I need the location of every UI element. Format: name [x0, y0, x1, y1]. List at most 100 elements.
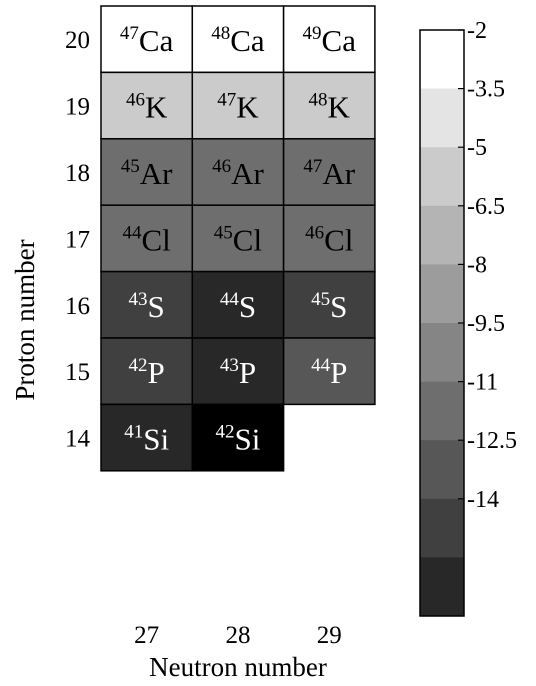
- y-tick-labels: 20 19 18 17 16 15 14: [65, 27, 91, 452]
- element-symbol: K: [145, 90, 168, 125]
- colorbar-swatch: [420, 30, 464, 90]
- y-tick-label: 14: [65, 426, 91, 453]
- mass-number: 45: [311, 289, 330, 310]
- heatmap-cell: [100, 403, 194, 472]
- element-symbol: S: [239, 289, 256, 324]
- cell-nuclide-label: 43S: [129, 289, 165, 324]
- x-tick-label: 29: [317, 622, 342, 649]
- y-tick-label: 18: [65, 160, 90, 187]
- element-symbol: Cl: [233, 222, 262, 257]
- element-symbol: Ca: [139, 23, 174, 58]
- cell-nuclide-label: 44P: [311, 355, 347, 390]
- element-symbol: K: [236, 90, 259, 125]
- element-symbol: Cl: [324, 222, 353, 257]
- cell-nuclide-label: 49Ca: [303, 23, 357, 58]
- colorbar-swatch: [420, 323, 464, 383]
- y-tick-label: 16: [65, 293, 90, 320]
- colorbar-swatch: [420, 440, 464, 500]
- colorbar-tick-label: -12.5: [467, 428, 517, 454]
- cell-nuclide-label: 46K: [126, 90, 168, 125]
- cell-nuclide-label: 43P: [220, 355, 256, 390]
- y-tick-label: 17: [65, 226, 90, 253]
- element-symbol: P: [330, 355, 347, 390]
- colorbar-swatch: [420, 147, 464, 207]
- mass-number: 48: [211, 23, 230, 44]
- element-symbol: Ca: [230, 23, 265, 58]
- heatmap-cell: [191, 138, 285, 206]
- cell-nuclide-label: 46Cl: [305, 222, 353, 257]
- cell-nuclide-label: 45Cl: [214, 222, 262, 257]
- cell-nuclide-label: 44Cl: [123, 222, 171, 257]
- mass-number: 45: [121, 156, 140, 177]
- y-axis-label: Proton number: [10, 239, 40, 400]
- mass-number: 46: [212, 156, 231, 177]
- element-symbol: Ca: [322, 23, 357, 58]
- heatmap-cell: [100, 5, 194, 74]
- cell-nuclide-label: 45Ar: [121, 156, 173, 191]
- colorbar-tick-label: -8: [467, 252, 487, 278]
- mass-number: 48: [309, 90, 328, 111]
- colorbar-tick-label: -2: [467, 18, 487, 44]
- mass-number: 47: [303, 156, 322, 177]
- colorbar-tick-label: -14: [467, 487, 499, 513]
- element-symbol: P: [239, 355, 256, 390]
- colorbar: -2 -3.5 -5 -6.5 -8 -9.5 -11 -12.5 -14: [419, 18, 517, 617]
- heatmap-cell: [191, 270, 285, 339]
- y-tick-label: 20: [65, 27, 90, 54]
- heatmap-cell: [191, 5, 285, 74]
- cell-nuclide-label: 48Ca: [211, 23, 265, 58]
- heatmap-cell: [282, 337, 376, 406]
- x-tick-labels: 27 28 29: [134, 622, 342, 649]
- mass-number: 47: [217, 90, 236, 111]
- colorbar-swatch: [420, 381, 464, 441]
- colorbar-swatch: [420, 557, 464, 617]
- mass-number: 47: [120, 23, 139, 44]
- heatmap-cell: [191, 337, 285, 406]
- cell-nuclide-label: 42Si: [216, 422, 261, 457]
- element-symbol: P: [148, 355, 165, 390]
- element-symbol: K: [328, 90, 351, 125]
- element-symbol: S: [148, 289, 165, 324]
- cell-nuclide-label: 47Ca: [120, 23, 174, 58]
- cell-nuclide-label: 48K: [309, 90, 351, 125]
- y-tick-label: 19: [65, 94, 90, 121]
- colorbar-swatch: [420, 205, 464, 265]
- mass-number: 46: [305, 222, 324, 243]
- mass-number: 45: [214, 222, 233, 243]
- heatmap-cell: [282, 5, 376, 74]
- cell-nuclide-label: 46Ar: [212, 156, 264, 191]
- colorbar-swatch: [420, 498, 464, 558]
- x-axis-label: Neutron number: [149, 652, 327, 682]
- cell-nuclide-label: 42P: [129, 355, 165, 390]
- heatmap-cell: [282, 204, 376, 273]
- mass-number: 49: [303, 23, 322, 44]
- colorbar-tick-label: -9.5: [467, 311, 505, 337]
- cell-nuclide-label: 45S: [311, 289, 347, 324]
- mass-number: 41: [124, 422, 143, 443]
- heatmap-cell: [100, 337, 194, 406]
- cell-nuclide-label: 41Si: [124, 422, 169, 457]
- mass-number: 46: [126, 90, 145, 111]
- colorbar-tick-label: -5: [467, 135, 487, 161]
- cell-nuclide-label: 44S: [220, 289, 256, 324]
- colorbar-swatch: [420, 88, 464, 148]
- element-symbol: Ar: [231, 156, 264, 191]
- element-symbol: Ar: [140, 156, 173, 191]
- heatmap-cell: [191, 403, 285, 472]
- colorbar-tick-label: -6.5: [467, 194, 505, 220]
- mass-number: 42: [216, 422, 235, 443]
- mass-number: 44: [311, 355, 331, 376]
- element-symbol: Si: [235, 422, 261, 457]
- mass-number: 43: [220, 355, 239, 376]
- mass-number: 43: [129, 289, 148, 310]
- cell-nuclide-label: 47K: [217, 90, 259, 125]
- element-symbol: Si: [143, 422, 169, 457]
- heatmap-cell: [100, 204, 194, 273]
- element-symbol: S: [330, 289, 347, 324]
- colorbar-tick-label: -3.5: [467, 77, 505, 103]
- x-tick-label: 28: [225, 622, 250, 649]
- element-symbol: Cl: [142, 222, 171, 257]
- element-symbol: Ar: [322, 156, 355, 191]
